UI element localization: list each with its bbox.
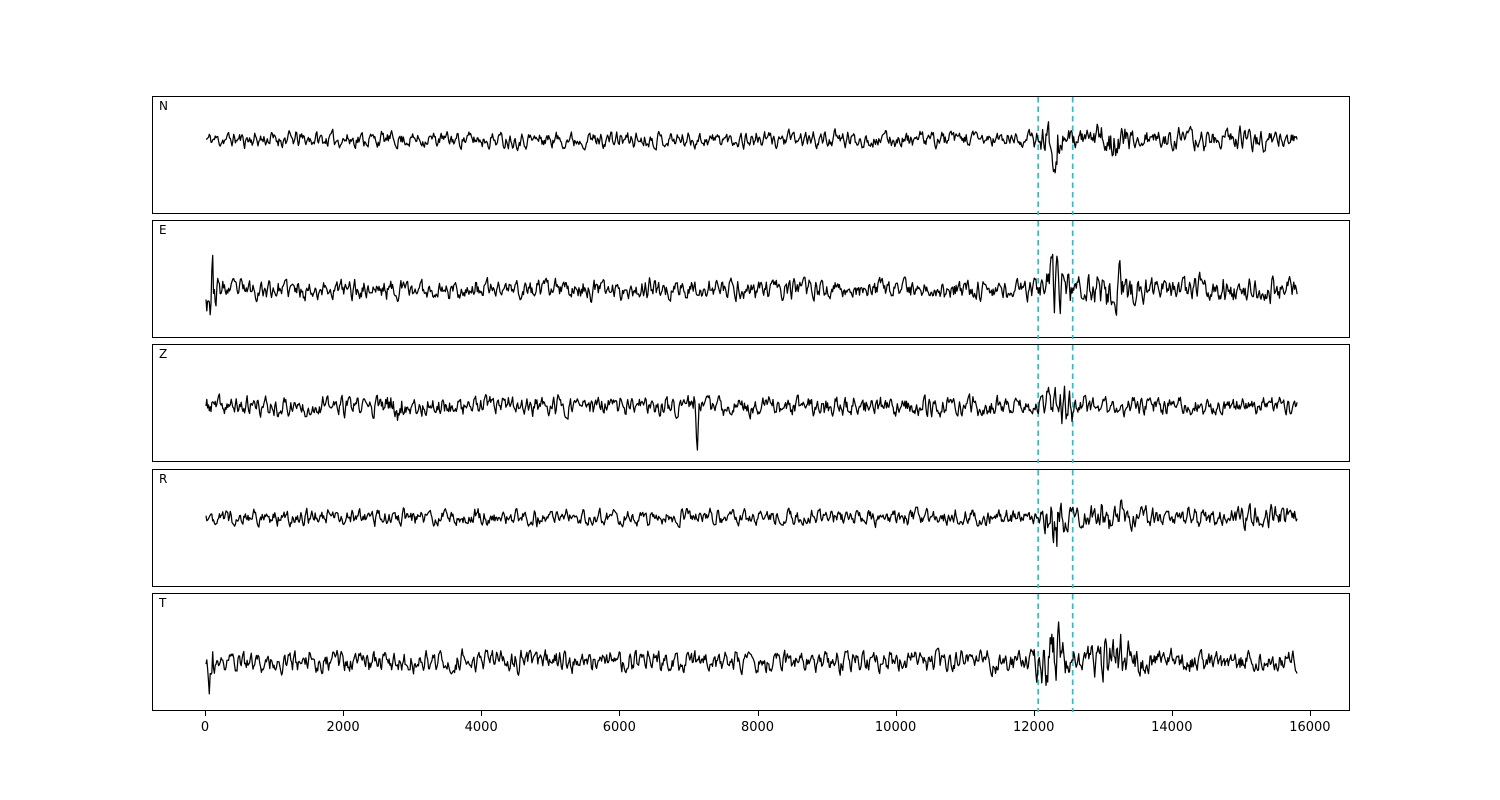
panel-label: T [159,595,167,610]
waveform-trace-T [205,621,1298,695]
x-axis: 0 2000 4000 6000 8000 10000 12000 14000 16000 [152,711,1350,751]
waveform-trace-R [205,498,1298,547]
x-tick-label: 10000 [874,720,917,735]
x-tick-label: 16000 [1289,720,1331,735]
waveform-panel-R: R [152,468,1350,588]
waveform-panel-E: E [152,220,1350,340]
x-tick-label: 4000 [464,720,498,735]
waveform-plot [205,469,1298,588]
waveform-plot [205,97,1298,215]
waveform-plot [205,345,1298,464]
x-tick [205,711,206,716]
waveform-trace-E [205,253,1298,317]
x-tick [1171,711,1173,716]
x-tick [895,711,897,716]
x-tick [1309,711,1311,716]
x-tick [619,711,621,716]
waveform-plot [205,593,1298,712]
waveform-trace-Z [205,386,1298,452]
x-tick-label: 12000 [1013,720,1055,735]
panel-label: N [159,99,168,113]
waveform-panel-T: T [152,592,1350,712]
waveform-panel-N: N [152,96,1350,215]
x-tick-label: 8000 [740,720,775,735]
panel-label: Z [159,347,168,362]
x-tick-label: 0 [200,720,210,735]
x-tick [757,711,759,716]
x-tick [481,711,483,716]
x-tick-label: 2000 [326,720,360,735]
waveform-plot [205,221,1298,340]
x-tick [343,711,345,716]
waveform-panel-Z: Z [152,344,1350,464]
x-tick [1033,711,1035,716]
panel-label: R [159,471,168,486]
x-tick-label: 14000 [1151,720,1193,735]
x-tick-label: 6000 [602,720,636,735]
panel-label: E [159,223,167,238]
waveform-trace-N [205,121,1298,174]
